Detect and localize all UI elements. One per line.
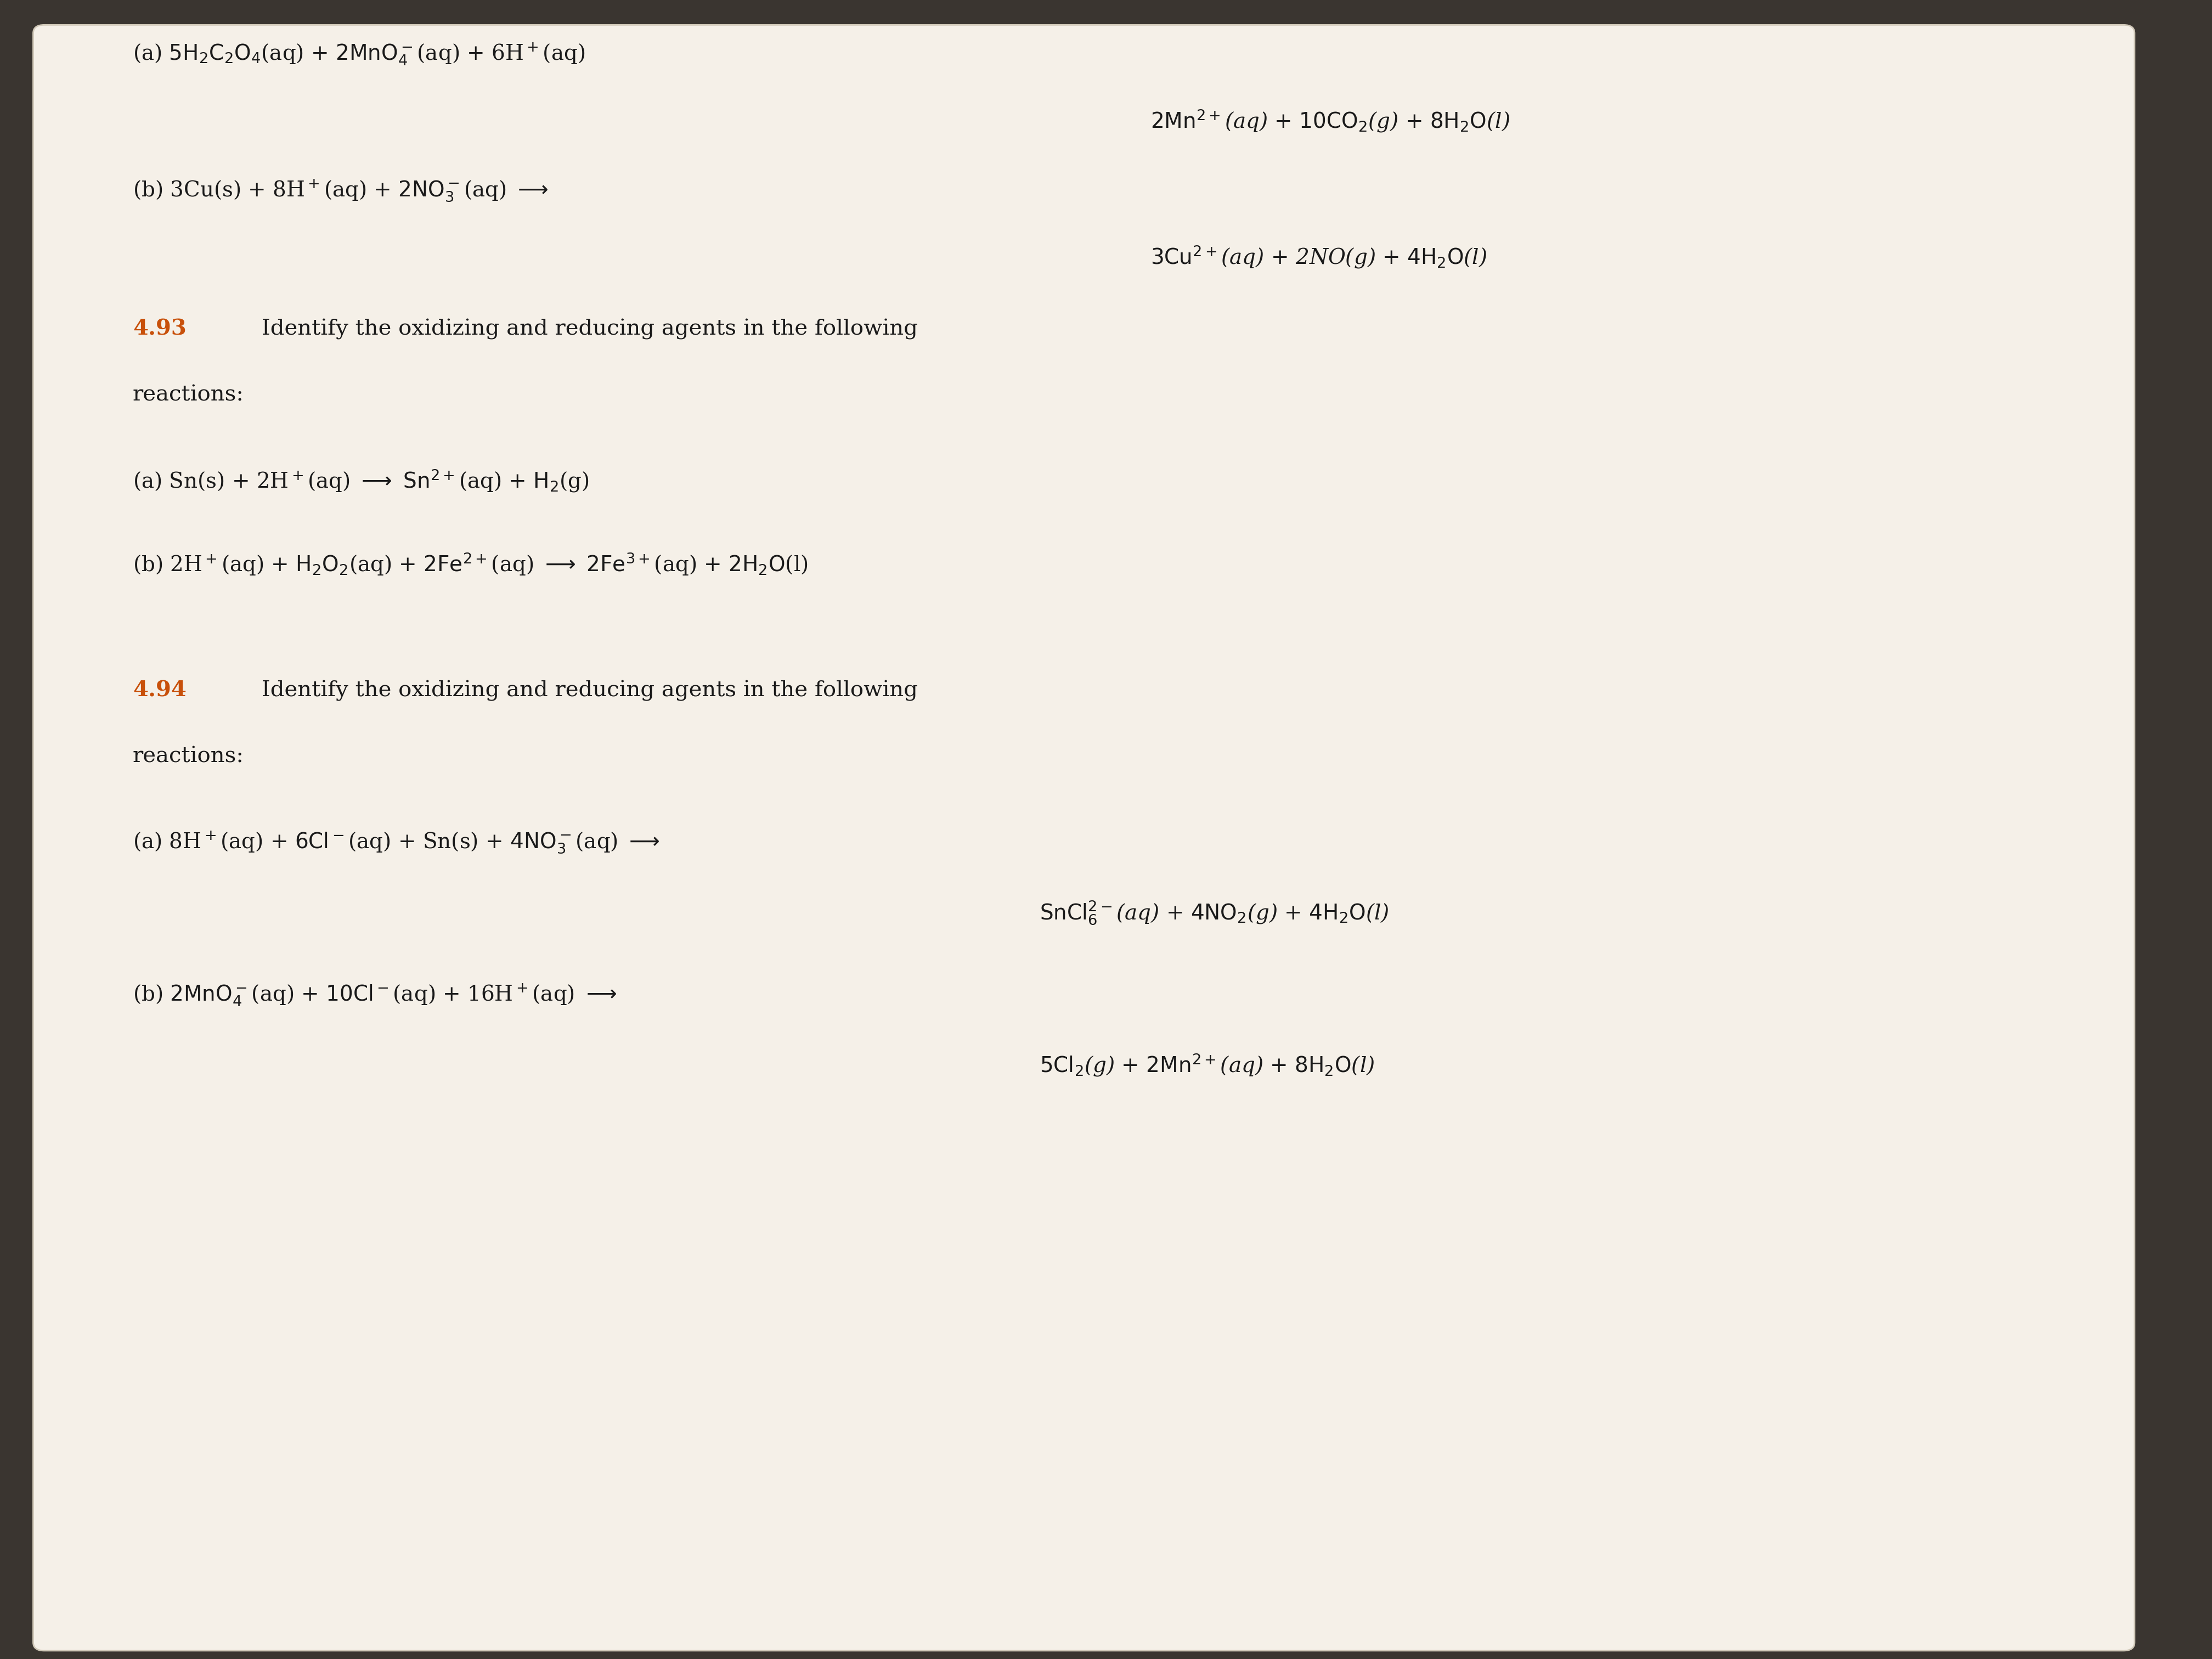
Text: 4.93: 4.93 (133, 319, 186, 340)
Text: Identify the oxidizing and reducing agents in the following: Identify the oxidizing and reducing agen… (254, 319, 918, 340)
Text: Identify the oxidizing and reducing agents in the following: Identify the oxidizing and reducing agen… (254, 680, 918, 702)
Text: $\mathrm{2Mn^{2+}}$(aq) + $\mathrm{10CO_2}$(g) + $\mathrm{8H_2O}$(l): $\mathrm{2Mn^{2+}}$(aq) + $\mathrm{10CO_… (1150, 108, 1511, 134)
Text: $\mathrm{5Cl_2}$(g) + $\mathrm{2Mn^{2+}}$(aq) + $\mathrm{8H_2O}$(l): $\mathrm{5Cl_2}$(g) + $\mathrm{2Mn^{2+}}… (1040, 1052, 1376, 1078)
Text: (a) $\mathrm{5H_2C_2O_4}$(aq) + $\mathrm{2MnO_4^-}$(aq) + 6H$^+$(aq): (a) $\mathrm{5H_2C_2O_4}$(aq) + $\mathrm… (133, 41, 584, 66)
Text: $\mathrm{3Cu^{2+}}$(aq) + 2NO(g) + $\mathrm{4H_2O}$(l): $\mathrm{3Cu^{2+}}$(aq) + 2NO(g) + $\mat… (1150, 244, 1486, 270)
Text: reactions:: reactions: (133, 385, 243, 405)
Text: 4.94: 4.94 (133, 680, 186, 702)
Text: (a) Sn(s) + 2H$^+$(aq) $\longrightarrow$ $\mathrm{Sn^{2+}}$(aq) + $\mathrm{H_2}$: (a) Sn(s) + 2H$^+$(aq) $\longrightarrow$… (133, 468, 588, 494)
Text: reactions:: reactions: (133, 747, 243, 766)
Text: (b) 2H$^+$(aq) + $\mathrm{H_2O_2}$(aq) + $\mathrm{2Fe^{2+}}$(aq) $\longrightarro: (b) 2H$^+$(aq) + $\mathrm{H_2O_2}$(aq) +… (133, 551, 807, 577)
FancyBboxPatch shape (33, 25, 2135, 1651)
Text: (a) 8H$^+$(aq) + $\mathrm{6Cl^-}$(aq) + Sn(s) + $\mathrm{4NO_3^-}$(aq) $\longrig: (a) 8H$^+$(aq) + $\mathrm{6Cl^-}$(aq) + … (133, 830, 659, 854)
Text: (b) $\mathrm{2MnO_4^-}$(aq) + $\mathrm{10Cl^-}$(aq) + 16H$^+$(aq) $\longrightarr: (b) $\mathrm{2MnO_4^-}$(aq) + $\mathrm{1… (133, 982, 617, 1007)
Text: (b) 3Cu(s) + 8H$^+$(aq) + $\mathrm{2NO_3^-}$(aq) $\longrightarrow$: (b) 3Cu(s) + 8H$^+$(aq) + $\mathrm{2NO_3… (133, 178, 549, 202)
Text: $\mathrm{SnCl_6^{2-}}$(aq) + $\mathrm{4NO_2}$(g) + $\mathrm{4H_2O}$(l): $\mathrm{SnCl_6^{2-}}$(aq) + $\mathrm{4N… (1040, 899, 1389, 927)
